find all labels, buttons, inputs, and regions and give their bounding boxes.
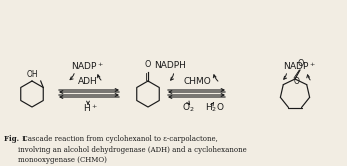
Text: NADP$^+$: NADP$^+$ [71,60,104,72]
Text: Fig. 1: Fig. 1 [4,135,26,143]
Text: OH: OH [27,71,39,80]
Text: O: O [298,59,304,68]
Text: O$_2$: O$_2$ [182,102,194,114]
Text: CHMO: CHMO [183,77,211,86]
Text: O: O [293,77,299,86]
Text: Cascade reaction from cyclohexanol to ε-carpolactone,
involving an alcohol dehyd: Cascade reaction from cyclohexanol to ε-… [18,135,247,164]
Text: NADPH: NADPH [154,61,186,71]
Text: ADH: ADH [78,77,98,86]
Text: H$_2$O: H$_2$O [205,102,225,114]
Text: NADP$^+$: NADP$^+$ [283,60,316,72]
Text: H$^+$: H$^+$ [83,102,98,114]
Text: O: O [145,60,151,69]
